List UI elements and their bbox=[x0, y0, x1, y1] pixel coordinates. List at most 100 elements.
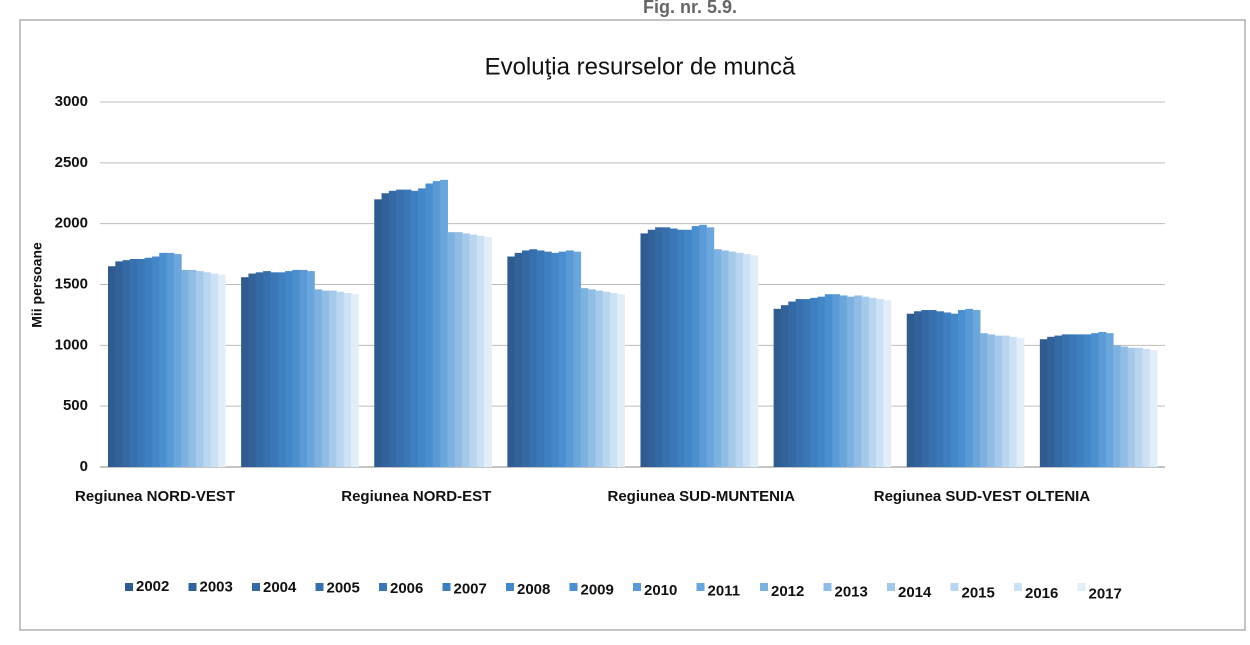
bar bbox=[522, 250, 530, 467]
bar bbox=[1135, 347, 1143, 467]
bar bbox=[1120, 346, 1129, 467]
bar bbox=[299, 269, 308, 467]
bar bbox=[573, 251, 582, 467]
bar bbox=[144, 257, 153, 467]
bar bbox=[388, 190, 397, 468]
bar bbox=[1009, 336, 1018, 467]
bar bbox=[462, 233, 470, 467]
bar bbox=[773, 308, 782, 467]
bar bbox=[350, 294, 359, 467]
bar bbox=[203, 272, 211, 467]
bar bbox=[950, 313, 959, 467]
bar bbox=[321, 290, 330, 467]
legend-label: 2007 bbox=[454, 580, 487, 597]
bar bbox=[1098, 331, 1107, 467]
bar bbox=[454, 232, 463, 467]
legend-swatch bbox=[950, 583, 959, 591]
bar bbox=[965, 308, 974, 467]
bar bbox=[721, 250, 729, 467]
bar bbox=[979, 333, 988, 467]
bar bbox=[543, 251, 552, 467]
bar bbox=[217, 274, 226, 467]
bar bbox=[107, 266, 116, 467]
bar bbox=[529, 249, 538, 467]
bar bbox=[484, 237, 492, 467]
bar bbox=[248, 273, 257, 467]
bar bbox=[914, 311, 922, 467]
bar bbox=[1001, 335, 1010, 467]
bar bbox=[868, 297, 877, 467]
bar bbox=[307, 271, 315, 467]
bar bbox=[647, 229, 656, 467]
bar bbox=[270, 272, 279, 467]
bar bbox=[1127, 347, 1136, 467]
legend-swatch bbox=[887, 583, 895, 591]
bar bbox=[617, 294, 626, 467]
bar bbox=[188, 269, 197, 467]
bar bbox=[957, 310, 966, 467]
bar bbox=[655, 227, 663, 467]
bar bbox=[609, 293, 618, 467]
bar bbox=[684, 229, 693, 467]
bar bbox=[1069, 334, 1077, 467]
bar bbox=[1061, 334, 1070, 467]
bar bbox=[883, 300, 892, 467]
legend-swatch bbox=[696, 583, 705, 591]
bar bbox=[788, 301, 797, 467]
bar bbox=[336, 291, 345, 467]
y-axis-label: Mii persoane bbox=[29, 242, 45, 328]
bar bbox=[396, 189, 405, 467]
legend-swatch bbox=[569, 583, 578, 591]
legend-swatch bbox=[315, 583, 324, 591]
legend-swatch bbox=[633, 583, 641, 591]
bar bbox=[137, 258, 146, 467]
x-tick-label: Regiunea SUD-VEST OLTENIA bbox=[874, 488, 1091, 505]
legend-label: 2010 bbox=[644, 582, 677, 599]
bar bbox=[565, 250, 574, 467]
bar bbox=[166, 252, 175, 467]
bar bbox=[195, 271, 204, 467]
bar bbox=[832, 294, 841, 467]
bar bbox=[640, 233, 649, 467]
bar bbox=[1105, 333, 1114, 467]
bar bbox=[795, 299, 804, 467]
legend-swatch bbox=[379, 583, 387, 591]
legend-swatch bbox=[188, 583, 197, 591]
bar bbox=[1039, 339, 1048, 467]
bar bbox=[839, 295, 848, 467]
bar bbox=[255, 272, 264, 467]
bar bbox=[713, 249, 722, 467]
bar bbox=[159, 252, 168, 467]
legend-swatch bbox=[823, 583, 832, 591]
bar bbox=[122, 260, 131, 467]
bar bbox=[876, 299, 884, 467]
bar bbox=[580, 288, 589, 467]
bar bbox=[1091, 333, 1099, 467]
legend-label: 2008 bbox=[517, 581, 550, 598]
bar bbox=[780, 305, 789, 467]
chart-title: Evoluţia resurselor de muncă bbox=[485, 53, 796, 80]
bar bbox=[1016, 338, 1025, 467]
y-tick-label: 0 bbox=[80, 458, 88, 475]
legend-label: 2004 bbox=[263, 579, 297, 596]
bar bbox=[285, 271, 293, 467]
bar bbox=[374, 199, 383, 468]
legend-label: 2002 bbox=[136, 578, 169, 595]
bar bbox=[824, 294, 833, 467]
bar bbox=[943, 312, 952, 467]
bar bbox=[263, 271, 271, 467]
bar bbox=[906, 313, 915, 467]
bar bbox=[750, 255, 759, 467]
bar bbox=[928, 310, 937, 467]
bar bbox=[662, 227, 671, 467]
legend-label: 2015 bbox=[962, 584, 995, 601]
bar bbox=[936, 311, 944, 467]
y-tick-label: 500 bbox=[63, 397, 88, 414]
figure-label: Fig. nr. 5.9. bbox=[643, 0, 737, 17]
bar bbox=[292, 269, 301, 467]
bar bbox=[173, 254, 182, 467]
y-tick-label: 2500 bbox=[55, 154, 88, 171]
bar bbox=[410, 190, 419, 468]
bar bbox=[1083, 334, 1092, 467]
